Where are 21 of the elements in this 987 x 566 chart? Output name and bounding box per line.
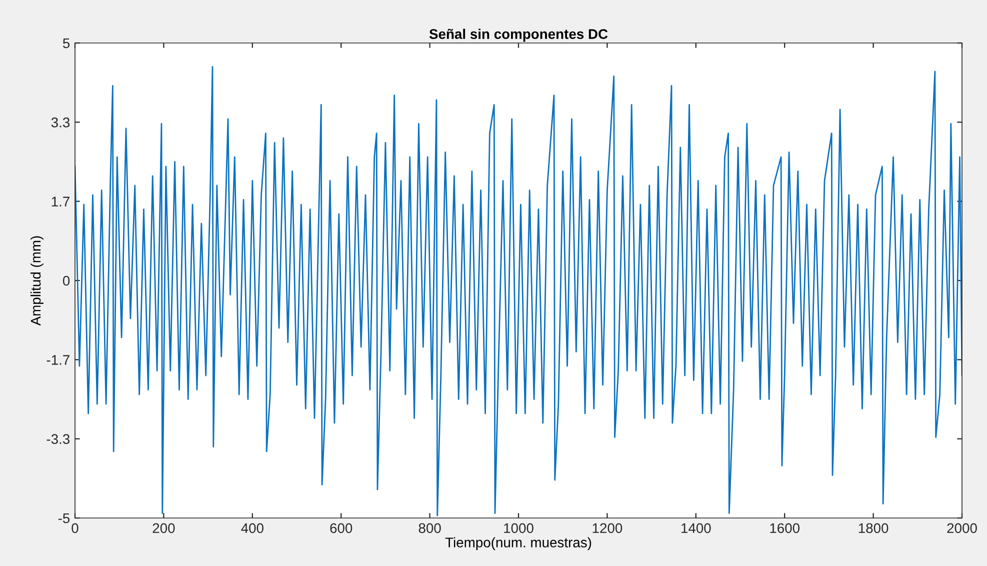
y-tick-label: 1.7 <box>52 196 70 206</box>
x-tick-label: 1000 <box>504 523 534 534</box>
x-tick-label: 0 <box>72 523 78 534</box>
x-tick-label: 800 <box>418 523 441 534</box>
x-tick-label: 1200 <box>592 523 622 534</box>
x-tick-label: 1400 <box>682 523 711 534</box>
x-tick-label: 400 <box>241 523 264 534</box>
y-tick-label: -3.3 <box>46 434 70 444</box>
x-axis-title: Tiempo(num. muestras) <box>445 537 592 550</box>
y-tick-label: 0 <box>62 276 70 286</box>
x-tick-label: 600 <box>330 523 352 534</box>
x-tick-label: 1800 <box>858 523 888 534</box>
chart-title: Señal sin componentes DC <box>429 28 608 42</box>
x-tick-label: 2000 <box>947 523 977 534</box>
x-tick-label: 1600 <box>770 523 800 534</box>
y-tick-label: -5 <box>58 513 70 524</box>
y-axis-title: Amplitud (mm) <box>30 236 44 326</box>
x-tick-label: 200 <box>152 523 175 534</box>
y-tick-label: 3.3 <box>51 118 70 128</box>
y-tick-label: -1.7 <box>46 355 70 365</box>
y-tick-label: 5 <box>62 38 70 48</box>
